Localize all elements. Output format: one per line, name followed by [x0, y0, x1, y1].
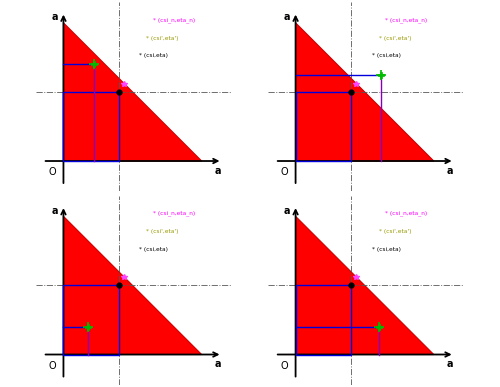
Text: * (csi,eta): * (csi,eta)	[372, 247, 400, 252]
Text: a: a	[52, 206, 59, 216]
Text: O: O	[48, 361, 56, 371]
Text: a: a	[52, 12, 59, 22]
Text: * (csi,eta): * (csi,eta)	[372, 53, 400, 58]
Bar	[64, 92, 118, 161]
Text: a: a	[447, 166, 454, 176]
Text: a: a	[215, 166, 222, 176]
Polygon shape	[64, 216, 202, 354]
Text: a: a	[284, 12, 290, 22]
Text: a: a	[215, 359, 222, 369]
Text: O: O	[280, 167, 288, 177]
Text: O: O	[48, 167, 56, 177]
Text: O: O	[280, 361, 288, 371]
Polygon shape	[296, 23, 434, 161]
Text: * (csi',eta'): * (csi',eta')	[378, 36, 411, 41]
Text: * (csi_n,eta_n): * (csi_n,eta_n)	[154, 17, 196, 23]
Text: a: a	[447, 359, 454, 369]
Text: * (csi_n,eta_n): * (csi_n,eta_n)	[386, 211, 428, 216]
Text: * (csi,eta): * (csi,eta)	[140, 247, 168, 252]
Text: * (csi',eta'): * (csi',eta')	[146, 36, 179, 41]
Bar	[296, 286, 351, 354]
Polygon shape	[296, 216, 434, 354]
Bar	[296, 92, 351, 161]
Text: * (csi_n,eta_n): * (csi_n,eta_n)	[154, 211, 196, 216]
Text: * (csi',eta'): * (csi',eta')	[378, 229, 411, 234]
Text: a: a	[284, 206, 290, 216]
Bar	[64, 286, 118, 354]
Polygon shape	[64, 23, 202, 161]
Text: * (csi_n,eta_n): * (csi_n,eta_n)	[386, 17, 428, 23]
Text: * (csi,eta): * (csi,eta)	[140, 53, 168, 58]
Text: * (csi',eta'): * (csi',eta')	[146, 229, 179, 234]
